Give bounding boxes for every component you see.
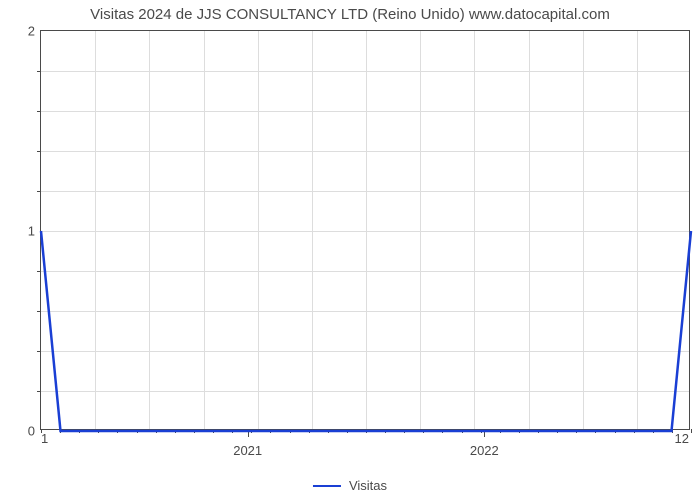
x-tick-label: 2021: [233, 429, 262, 458]
y-tick-label: 0: [28, 424, 41, 439]
legend-swatch: [313, 485, 341, 487]
y-tick-label: 1: [28, 224, 41, 239]
y-tick-label: 2: [28, 24, 41, 39]
data-line: [41, 31, 691, 431]
x-corner-right: 12: [675, 429, 689, 446]
legend-label: Visitas: [349, 478, 387, 493]
chart-container: Visitas 2024 de JJS CONSULTANCY LTD (Rei…: [0, 0, 700, 500]
x-tick-label: 2022: [470, 429, 499, 458]
plot-area: 01220212022112: [40, 30, 690, 430]
chart-title: Visitas 2024 de JJS CONSULTANCY LTD (Rei…: [0, 0, 700, 23]
legend: Visitas: [313, 478, 387, 493]
x-corner-left: 1: [41, 429, 48, 446]
x-tick-minor: [691, 429, 692, 433]
